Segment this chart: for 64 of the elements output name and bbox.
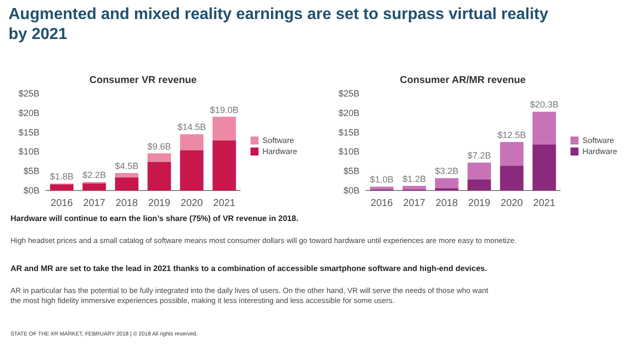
x-tick-label: 2018 bbox=[116, 198, 138, 209]
y-tick-label: $0B bbox=[23, 186, 40, 196]
x-tick-label: 2017 bbox=[83, 198, 106, 209]
x-tick-label: 2020 bbox=[500, 198, 524, 209]
x-tick-label: 2016 bbox=[370, 198, 394, 209]
y-tick-label: $5B bbox=[343, 166, 360, 176]
bar bbox=[435, 178, 458, 188]
total-label: $14.5B bbox=[177, 122, 206, 132]
total-label: $1.8B bbox=[50, 172, 74, 182]
x-tick-label: 2017 bbox=[403, 198, 426, 209]
total-label: $7.2B bbox=[467, 150, 492, 161]
bar bbox=[532, 144, 556, 190]
total-label: $2.2B bbox=[82, 170, 106, 180]
x-tick-label: 2018 bbox=[436, 198, 458, 209]
chart-title: Consumer VR revenue bbox=[89, 75, 198, 86]
y-tick-label: $15B bbox=[338, 127, 360, 138]
y-tick-label: $0B bbox=[343, 186, 360, 196]
x-tick-label: 2019 bbox=[148, 198, 171, 209]
y-tick-label: $20B bbox=[338, 108, 360, 118]
bar bbox=[468, 162, 491, 180]
total-label: $1.2B bbox=[402, 174, 426, 184]
text: AR and MR are set to take the lead in 2021 thanks to a combination of accessible smartphone software and high-end devices. bbox=[10, 264, 488, 273]
y-tick-label: $10B bbox=[338, 146, 360, 157]
x-tick-label: 2021 bbox=[533, 198, 556, 209]
total-label: $12.5B bbox=[497, 130, 526, 140]
y-tick-label: $20B bbox=[18, 108, 40, 118]
y-tick-label: $10B bbox=[18, 146, 40, 157]
legend-label: Software bbox=[582, 136, 615, 145]
bar bbox=[500, 142, 524, 166]
bar bbox=[370, 186, 394, 190]
bar bbox=[212, 116, 236, 140]
y-tick-label: $15B bbox=[18, 127, 40, 138]
bar bbox=[82, 184, 106, 190]
y-tick-label: $25B bbox=[338, 88, 360, 98]
x-tick-label: 2021 bbox=[213, 198, 236, 209]
bar bbox=[148, 153, 171, 162]
total-label: $20.3B bbox=[530, 100, 559, 110]
total-label: $4.5B bbox=[114, 161, 139, 172]
bar bbox=[532, 112, 556, 144]
text: Augmented and mixed reality earnings are set to surpass virtual reality by 2021 bbox=[8, 6, 548, 43]
total-label: $19.0B bbox=[210, 104, 239, 115]
chart-title: Consumer AR/MR revenue bbox=[400, 75, 526, 86]
text: Hardware will continue to earn the lion’s share (75%) of VR revenue in 2018. bbox=[10, 214, 298, 223]
bar bbox=[148, 162, 171, 190]
bar bbox=[115, 177, 138, 190]
total-label: $3.2B bbox=[434, 166, 459, 176]
bar bbox=[468, 179, 491, 190]
y-tick-label: $25B bbox=[18, 88, 40, 98]
total-label: $1.0B bbox=[370, 174, 394, 185]
bar bbox=[180, 134, 204, 150]
legend-label: Hardware bbox=[262, 147, 298, 156]
legend-label: Software bbox=[262, 136, 295, 145]
bar bbox=[115, 173, 138, 178]
x-tick-label: 2016 bbox=[50, 198, 74, 209]
bar bbox=[402, 186, 426, 190]
x-tick-label: 2020 bbox=[180, 198, 204, 209]
x-tick-label: 2019 bbox=[468, 198, 491, 209]
bar bbox=[50, 184, 74, 190]
bar bbox=[500, 166, 524, 190]
bar bbox=[212, 140, 236, 190]
legend-label: Hardware bbox=[582, 147, 618, 156]
total-label: $9.6B bbox=[147, 141, 172, 152]
bar bbox=[180, 150, 204, 190]
y-tick-label: $5B bbox=[23, 166, 40, 176]
